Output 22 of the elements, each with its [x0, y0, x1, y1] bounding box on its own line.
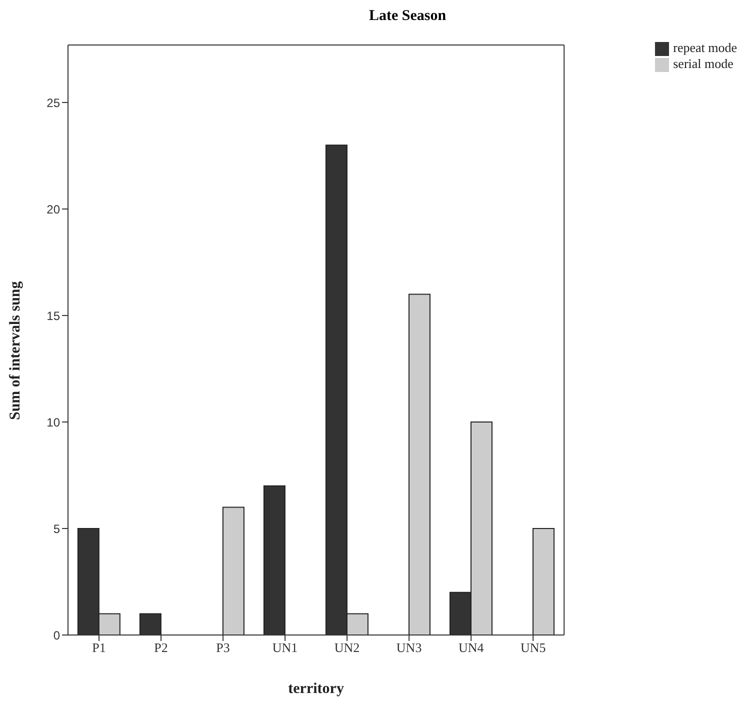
x-tick-label: UN5 [520, 640, 546, 656]
bar [408, 294, 430, 635]
y-tick-label: 25 [46, 96, 60, 110]
x-axis-title: territory [288, 681, 344, 697]
legend-label: repeat mode [673, 40, 737, 55]
y-tick-label: 10 [46, 415, 60, 430]
x-tick-label: P1 [92, 640, 106, 656]
y-axis-title: Sum of intervals sung [7, 280, 24, 420]
x-tick-label: P3 [216, 640, 230, 656]
y-tick-label: 15 [46, 308, 60, 323]
y-tick-label: 0 [53, 628, 60, 642]
bar [222, 506, 244, 635]
legend-label: serial mode [673, 56, 734, 72]
x-tick-label: UN2 [334, 640, 360, 656]
x-tick-label: UN1 [272, 640, 298, 656]
x-tick-label: UN3 [396, 640, 422, 656]
bar [532, 528, 555, 635]
x-tick-label: P2 [154, 640, 168, 656]
x-tick-label: UN4 [458, 640, 484, 656]
chart-title: Late Season [368, 8, 448, 26]
y-tick-label: 5 [53, 522, 60, 536]
y-tick-label: 20 [46, 202, 60, 216]
